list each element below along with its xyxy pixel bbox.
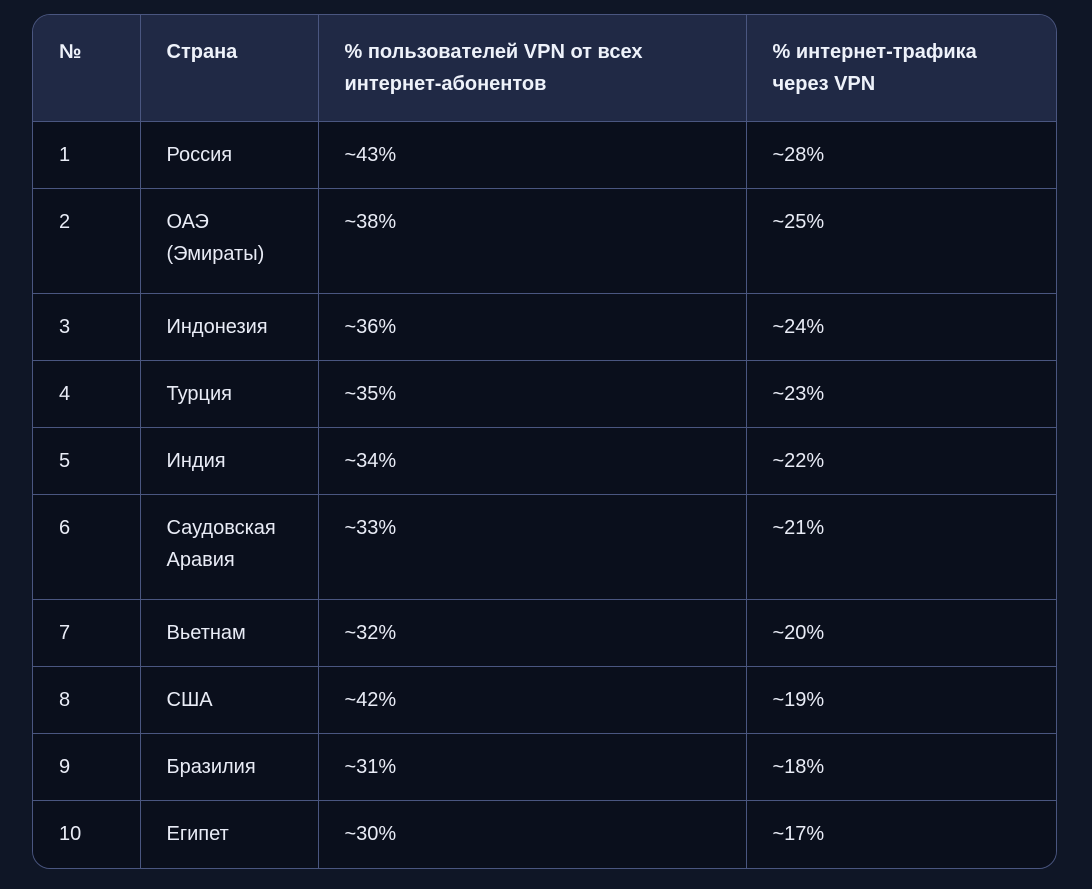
cell-rank: 10 — [33, 800, 141, 868]
cell-vpn-users-pct: ~33% — [318, 494, 747, 600]
table-row: 8 США ~42% ~19% — [33, 666, 1056, 734]
cell-vpn-traffic-pct: ~20% — [746, 599, 1056, 667]
column-header-country: Страна — [140, 15, 319, 122]
vpn-usage-table-card: № Страна % пользователей VPN от всех инт… — [32, 14, 1057, 869]
table-row: 6 Саудовская Аравия ~33% ~21% — [33, 494, 1056, 600]
cell-country: Россия — [140, 121, 319, 189]
cell-rank: 5 — [33, 427, 141, 495]
cell-rank: 2 — [33, 188, 141, 294]
cell-vpn-users-pct: ~30% — [318, 800, 747, 868]
table-row: 5 Индия ~34% ~22% — [33, 427, 1056, 495]
cell-vpn-users-pct: ~38% — [318, 188, 747, 294]
column-header-number: № — [33, 15, 141, 122]
cell-vpn-traffic-pct: ~25% — [746, 188, 1056, 294]
column-header-vpn-users-pct: % пользователей VPN от всех интернет-або… — [318, 15, 747, 122]
cell-rank: 7 — [33, 599, 141, 667]
cell-vpn-users-pct: ~43% — [318, 121, 747, 189]
cell-rank: 8 — [33, 666, 141, 734]
cell-country: Саудовская Аравия — [140, 494, 319, 600]
cell-country: Бразилия — [140, 733, 319, 801]
cell-vpn-traffic-pct: ~23% — [746, 360, 1056, 428]
cell-vpn-users-pct: ~31% — [318, 733, 747, 801]
cell-vpn-traffic-pct: ~18% — [746, 733, 1056, 801]
table-row: 9 Бразилия ~31% ~18% — [33, 733, 1056, 801]
cell-country: Индонезия — [140, 293, 319, 361]
cell-vpn-users-pct: ~42% — [318, 666, 747, 734]
table-row: 1 Россия ~43% ~28% — [33, 121, 1056, 189]
cell-vpn-users-pct: ~34% — [318, 427, 747, 495]
cell-country: США — [140, 666, 319, 734]
cell-vpn-users-pct: ~32% — [318, 599, 747, 667]
cell-rank: 4 — [33, 360, 141, 428]
cell-vpn-traffic-pct: ~28% — [746, 121, 1056, 189]
cell-country: Вьетнам — [140, 599, 319, 667]
cell-country: Турция — [140, 360, 319, 428]
table-row: 3 Индонезия ~36% ~24% — [33, 293, 1056, 361]
table-row: 4 Турция ~35% ~23% — [33, 360, 1056, 428]
cell-rank: 6 — [33, 494, 141, 600]
vpn-usage-table: № Страна % пользователей VPN от всех инт… — [33, 15, 1056, 868]
table-row: 7 Вьетнам ~32% ~20% — [33, 599, 1056, 667]
cell-vpn-traffic-pct: ~22% — [746, 427, 1056, 495]
cell-rank: 3 — [33, 293, 141, 361]
cell-vpn-traffic-pct: ~19% — [746, 666, 1056, 734]
column-header-vpn-traffic-pct: % интернет-трафика через VPN — [746, 15, 1056, 122]
cell-vpn-traffic-pct: ~24% — [746, 293, 1056, 361]
cell-rank: 9 — [33, 733, 141, 801]
cell-country: Индия — [140, 427, 319, 495]
cell-vpn-users-pct: ~35% — [318, 360, 747, 428]
cell-country: Египет — [140, 800, 319, 868]
cell-country: ОАЭ (Эмираты) — [140, 188, 319, 294]
table-row: 10 Египет ~30% ~17% — [33, 800, 1056, 868]
cell-vpn-traffic-pct: ~21% — [746, 494, 1056, 600]
cell-vpn-traffic-pct: ~17% — [746, 800, 1056, 868]
cell-vpn-users-pct: ~36% — [318, 293, 747, 361]
cell-rank: 1 — [33, 121, 141, 189]
table-row: 2 ОАЭ (Эмираты) ~38% ~25% — [33, 188, 1056, 294]
header-row: № Страна % пользователей VPN от всех инт… — [33, 15, 1056, 122]
